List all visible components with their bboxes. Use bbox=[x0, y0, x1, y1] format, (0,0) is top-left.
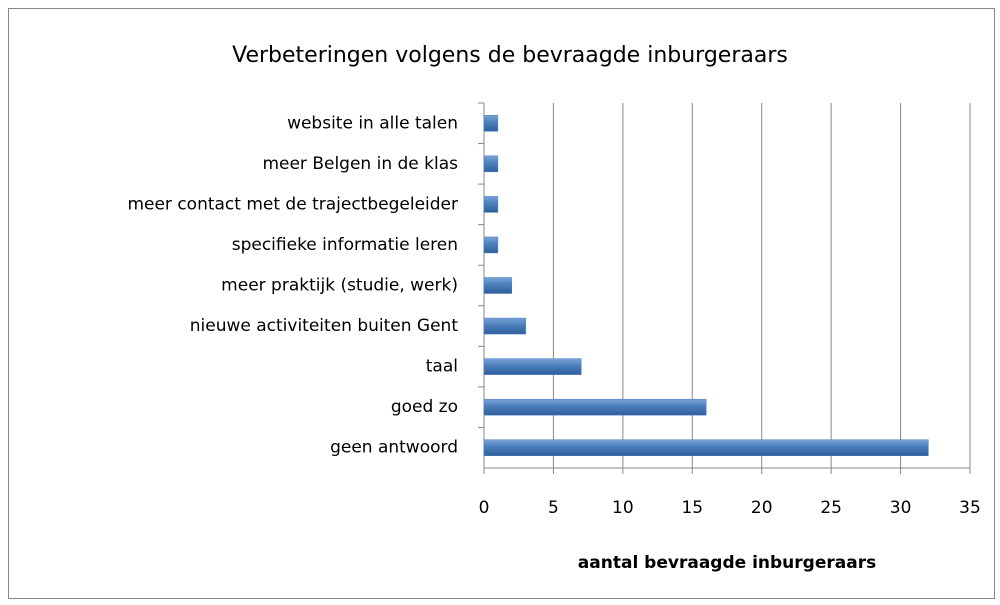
y-tick-label: nieuwe activiteiten buiten Gent bbox=[190, 316, 459, 336]
x-tick-label: 15 bbox=[681, 498, 703, 518]
bar bbox=[483, 236, 499, 254]
bar bbox=[483, 439, 929, 456]
x-tick-label: 20 bbox=[751, 498, 773, 518]
y-tick-label: meer contact met de trajectbegeleider bbox=[127, 194, 458, 214]
x-tick-label: 5 bbox=[548, 498, 559, 518]
x-tick-label: 0 bbox=[479, 498, 490, 518]
x-tick-label: 10 bbox=[612, 498, 634, 518]
y-tick-label: website in alle talen bbox=[287, 113, 458, 133]
bar bbox=[483, 358, 582, 375]
y-tick-label: goed zo bbox=[391, 397, 458, 417]
chart-frame bbox=[8, 8, 995, 599]
bar bbox=[483, 398, 707, 416]
y-tick-label: taal bbox=[426, 357, 458, 377]
bar bbox=[483, 155, 499, 173]
x-tick-label: 35 bbox=[959, 498, 981, 518]
y-tick-label: specifieke informatie leren bbox=[232, 235, 458, 255]
bar bbox=[483, 196, 499, 213]
x-tick-label: 25 bbox=[820, 498, 842, 518]
x-axis-label: aantal bevraagde inburgeraars bbox=[578, 553, 876, 573]
bar bbox=[483, 277, 513, 294]
bar bbox=[483, 115, 499, 132]
bar bbox=[483, 317, 526, 335]
x-tick-label: 30 bbox=[890, 498, 912, 518]
y-tick-label: meer praktijk (studie, werk) bbox=[221, 276, 458, 296]
y-tick-label: meer Belgen in de klas bbox=[262, 154, 458, 174]
chart-title: Verbeteringen volgens de bevraagde inbur… bbox=[232, 43, 788, 68]
y-tick-label: geen antwoord bbox=[330, 438, 458, 458]
